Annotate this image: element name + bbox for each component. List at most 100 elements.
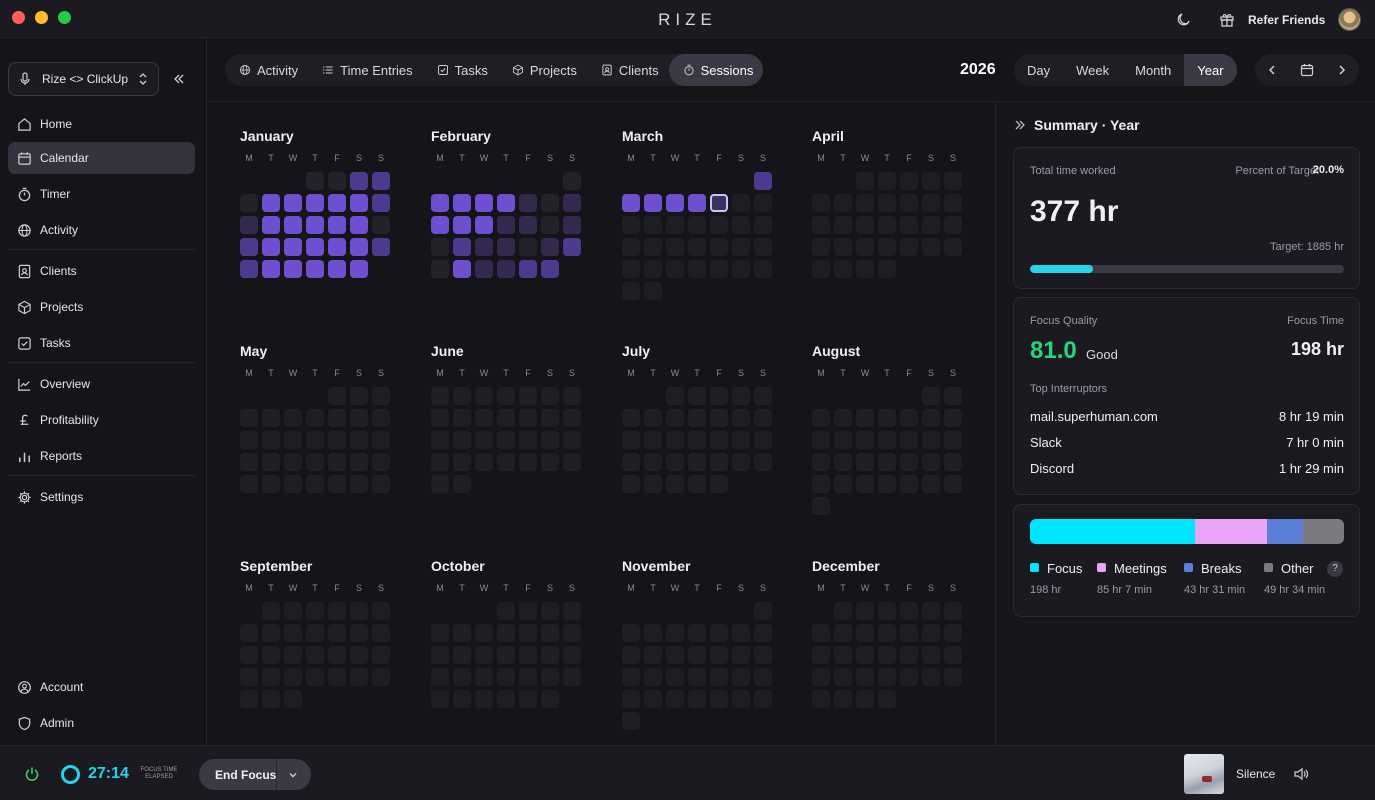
day-cell[interactable] — [666, 475, 684, 493]
day-cell[interactable] — [284, 409, 302, 427]
day-cell[interactable] — [754, 172, 772, 190]
day-cell[interactable] — [834, 602, 852, 620]
day-cell[interactable] — [812, 409, 830, 427]
gift-icon[interactable] — [1219, 11, 1235, 27]
day-cell[interactable] — [262, 409, 280, 427]
day-cell[interactable] — [900, 624, 918, 642]
day-cell[interactable] — [431, 238, 449, 256]
day-cell[interactable] — [431, 690, 449, 708]
day-cell[interactable] — [622, 431, 640, 449]
day-cell[interactable] — [710, 431, 728, 449]
day-cell[interactable] — [666, 646, 684, 664]
day-cell[interactable] — [284, 260, 302, 278]
day-cell[interactable] — [372, 238, 390, 256]
sidebar-item-settings[interactable]: Settings — [8, 481, 195, 513]
day-cell[interactable] — [453, 453, 471, 471]
day-cell[interactable] — [431, 646, 449, 664]
day-cell[interactable] — [519, 216, 537, 234]
day-cell[interactable] — [431, 668, 449, 686]
avatar[interactable] — [1338, 8, 1361, 31]
period-month-button[interactable]: Month — [1135, 62, 1172, 78]
day-cell[interactable] — [834, 194, 852, 212]
day-cell[interactable] — [732, 409, 750, 427]
day-cell[interactable] — [262, 646, 280, 664]
day-cell[interactable] — [475, 260, 493, 278]
day-cell[interactable] — [328, 260, 346, 278]
day-cell[interactable] — [350, 668, 368, 686]
expand-panel-icon[interactable] — [1014, 119, 1026, 131]
day-cell[interactable] — [497, 453, 515, 471]
day-cell[interactable] — [284, 194, 302, 212]
day-cell[interactable] — [262, 475, 280, 493]
day-cell[interactable] — [497, 194, 515, 212]
day-cell[interactable] — [306, 260, 324, 278]
day-cell[interactable] — [563, 431, 581, 449]
day-cell[interactable] — [306, 624, 324, 642]
day-cell[interactable] — [475, 216, 493, 234]
day-cell[interactable] — [710, 387, 728, 405]
day-cell[interactable] — [878, 646, 896, 664]
chevron-right-icon[interactable] — [1335, 63, 1349, 77]
sidebar-item-clients[interactable]: Clients — [8, 255, 195, 287]
day-cell[interactable] — [900, 602, 918, 620]
day-cell[interactable] — [284, 624, 302, 642]
day-cell[interactable] — [878, 194, 896, 212]
day-cell[interactable] — [622, 668, 640, 686]
day-cell[interactable] — [644, 282, 662, 300]
zoom-window-button[interactable] — [58, 11, 71, 24]
sidebar-item-admin[interactable]: Admin — [8, 707, 195, 739]
sidebar-item-timer[interactable]: Timer — [8, 178, 195, 210]
day-cell[interactable] — [944, 602, 962, 620]
day-cell[interactable] — [878, 624, 896, 642]
day-cell[interactable] — [372, 602, 390, 620]
day-cell[interactable] — [284, 602, 302, 620]
day-cell[interactable] — [262, 238, 280, 256]
day-cell[interactable] — [519, 690, 537, 708]
day-cell[interactable] — [688, 453, 706, 471]
day-cell[interactable] — [284, 431, 302, 449]
day-cell[interactable] — [666, 216, 684, 234]
day-cell[interactable] — [754, 431, 772, 449]
day-cell[interactable] — [834, 260, 852, 278]
day-cell[interactable] — [732, 216, 750, 234]
day-cell[interactable] — [644, 624, 662, 642]
day-cell[interactable] — [284, 646, 302, 664]
day-cell[interactable] — [754, 238, 772, 256]
day-cell[interactable] — [812, 690, 830, 708]
day-cell[interactable] — [497, 216, 515, 234]
day-cell[interactable] — [922, 453, 940, 471]
day-cell[interactable] — [563, 646, 581, 664]
day-cell[interactable] — [328, 216, 346, 234]
day-cell[interactable] — [732, 431, 750, 449]
day-cell[interactable] — [922, 431, 940, 449]
day-cell[interactable] — [732, 690, 750, 708]
day-cell[interactable] — [350, 238, 368, 256]
day-cell[interactable] — [372, 431, 390, 449]
tab-projects[interactable]: Projects — [498, 54, 587, 86]
day-cell[interactable] — [922, 668, 940, 686]
day-cell[interactable] — [688, 194, 706, 212]
day-cell[interactable] — [622, 260, 640, 278]
day-cell[interactable] — [856, 194, 874, 212]
day-cell[interactable] — [328, 387, 346, 405]
day-cell[interactable] — [328, 238, 346, 256]
day-cell[interactable] — [666, 194, 684, 212]
day-cell[interactable] — [688, 475, 706, 493]
day-cell[interactable] — [541, 624, 559, 642]
day-cell[interactable] — [306, 475, 324, 493]
sidebar-item-account[interactable]: Account — [8, 671, 195, 703]
day-cell[interactable] — [856, 172, 874, 190]
day-cell[interactable] — [372, 668, 390, 686]
day-cell[interactable] — [563, 216, 581, 234]
day-cell[interactable] — [688, 668, 706, 686]
day-cell[interactable] — [541, 668, 559, 686]
period-week-button[interactable]: Week — [1076, 62, 1110, 78]
day-cell[interactable] — [306, 172, 324, 190]
day-cell[interactable] — [900, 238, 918, 256]
day-cell[interactable] — [262, 668, 280, 686]
day-cell[interactable] — [350, 475, 368, 493]
day-cell[interactable] — [878, 260, 896, 278]
day-cell[interactable] — [431, 431, 449, 449]
day-cell[interactable] — [856, 453, 874, 471]
chevron-down-icon[interactable] — [287, 769, 299, 781]
